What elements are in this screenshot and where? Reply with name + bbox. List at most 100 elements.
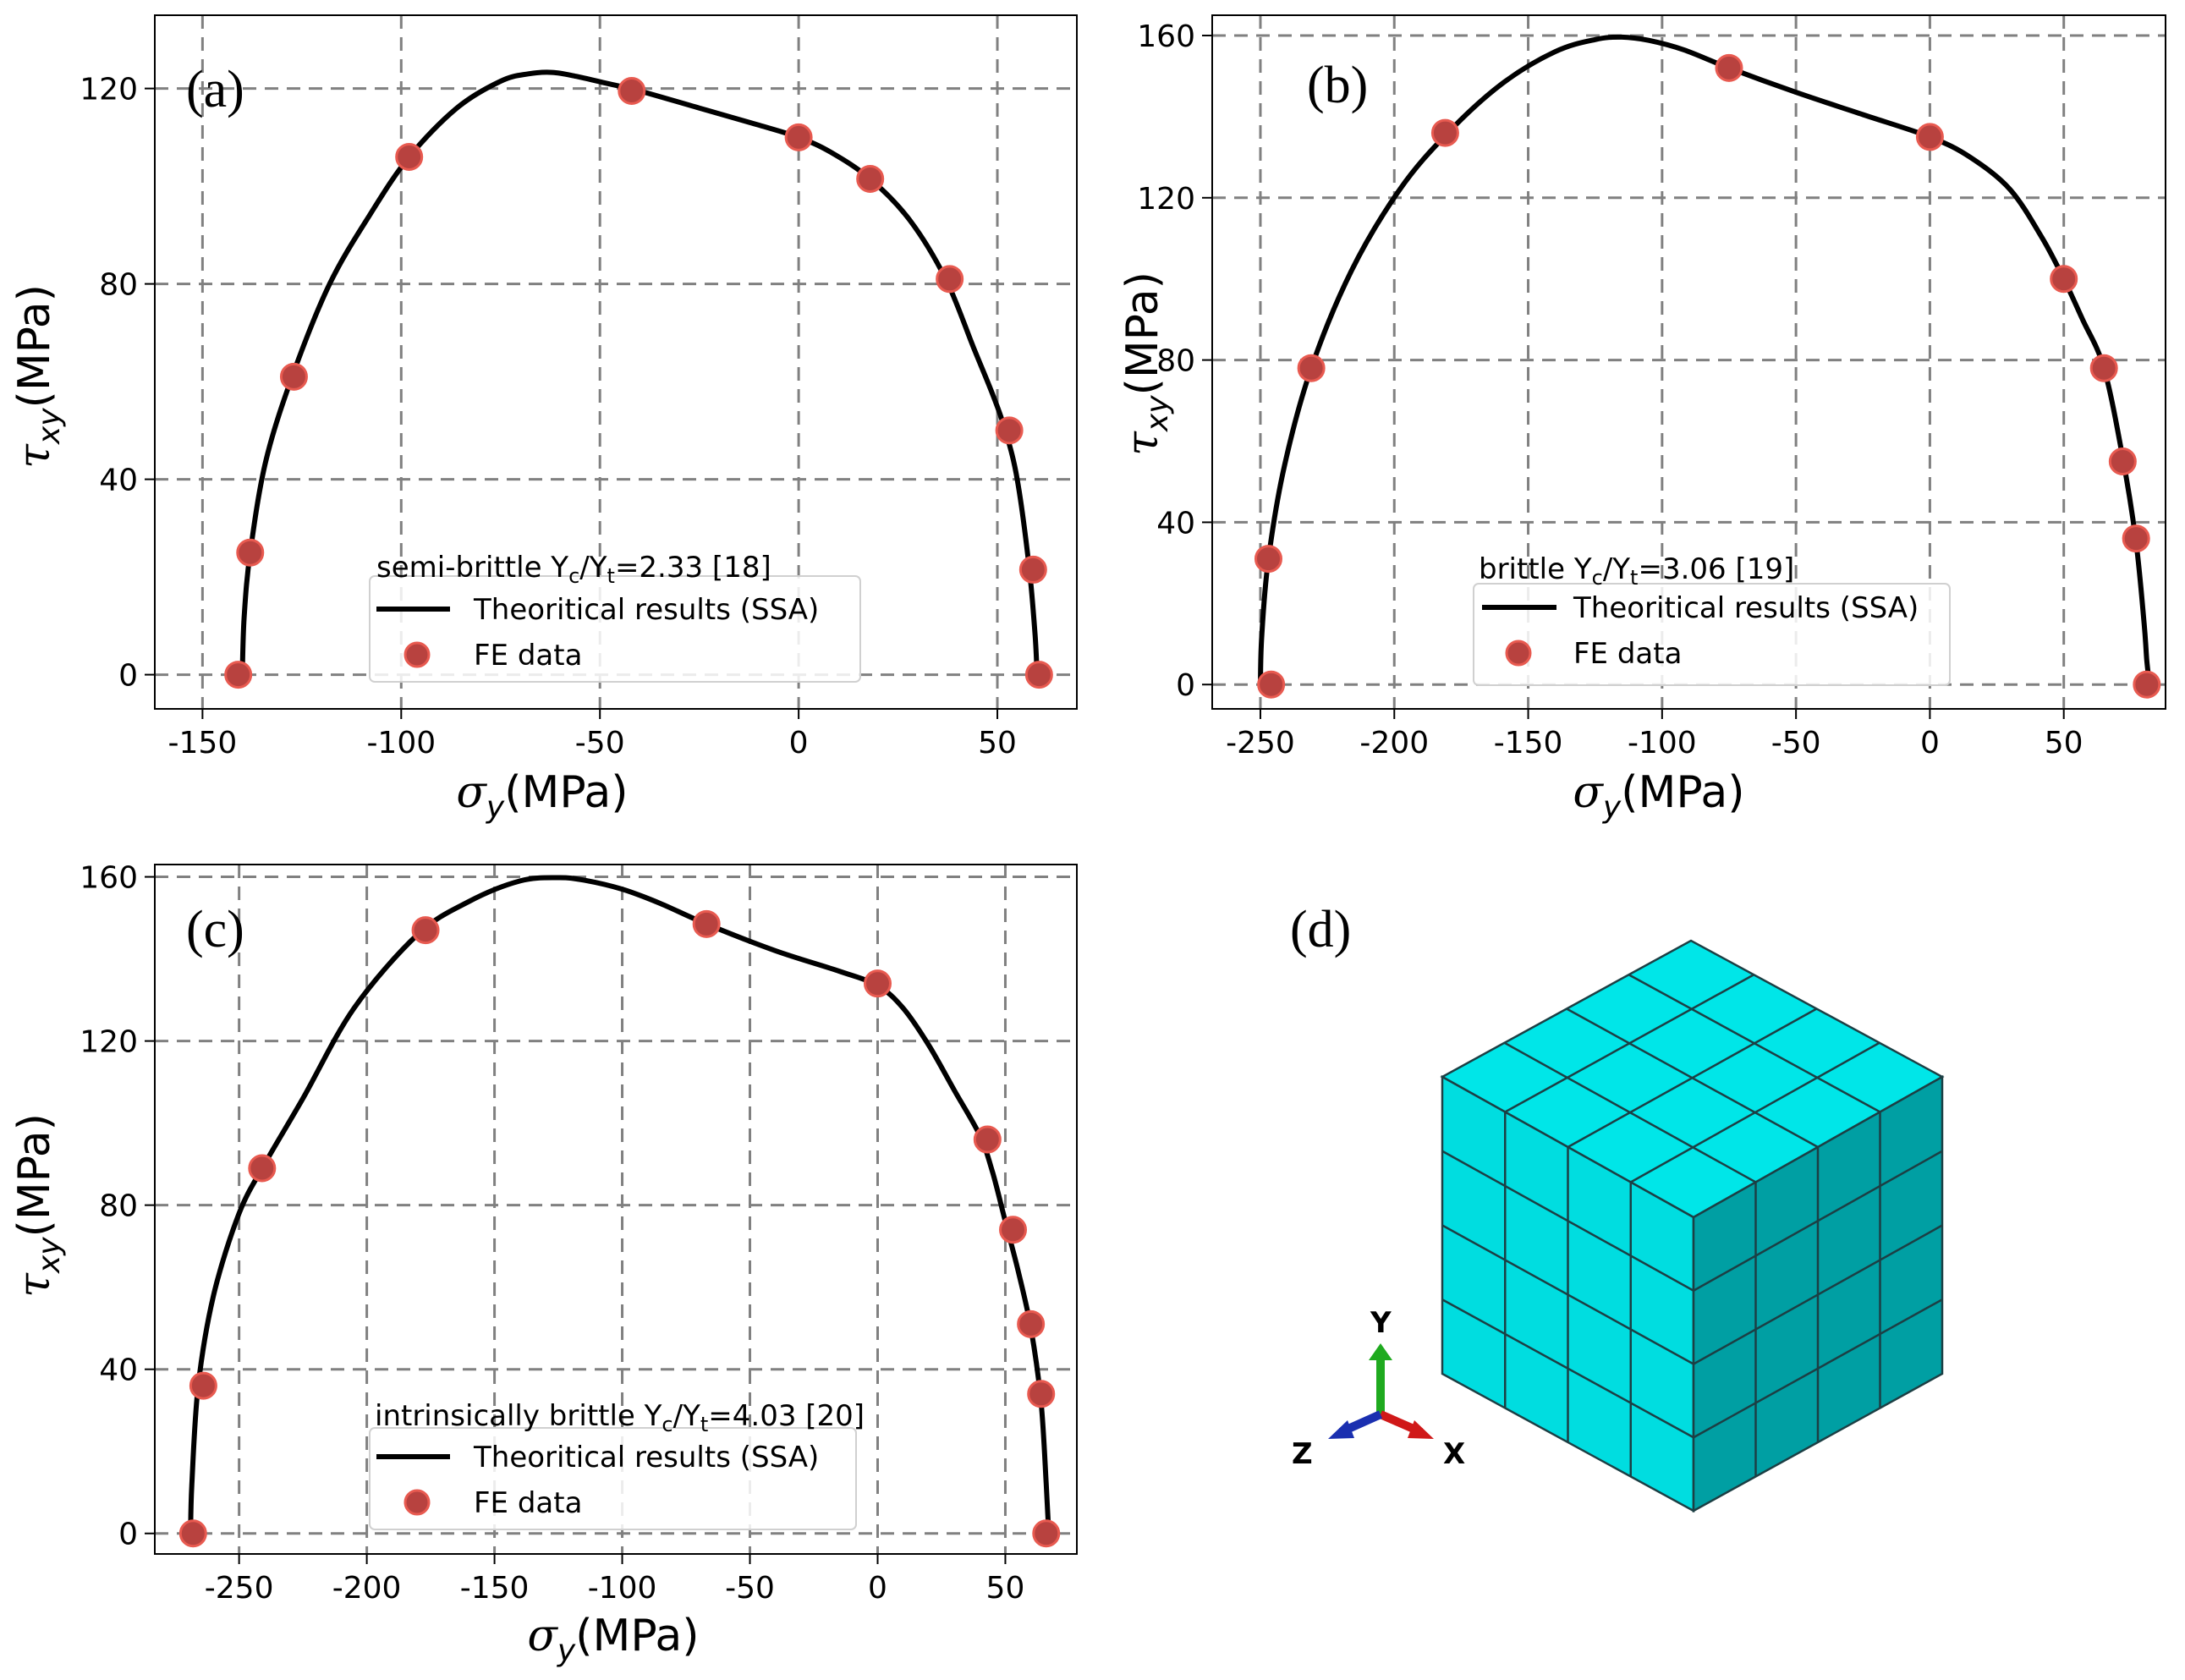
chart-b-fe-point bbox=[1430, 118, 1459, 147]
chart-a-xtick-label: -100 bbox=[366, 726, 436, 760]
chart-b-fe-point bbox=[1715, 53, 1743, 82]
chart-c-xlabel: σy(MPa) bbox=[527, 1611, 699, 1668]
chart-c-legend: intrinsically brittle Yc/Yt=4.03 [20] Th… bbox=[369, 1399, 865, 1530]
chart-a-panel-label: (a) bbox=[186, 61, 244, 118]
chart-b-ytick-label: 160 bbox=[1137, 19, 1195, 54]
cube-left-mesh-line bbox=[1441, 1298, 1694, 1439]
chart-c-ytick-label: 40 bbox=[99, 1353, 138, 1388]
chart-a-points bbox=[224, 77, 1053, 689]
chart-c-fe-point bbox=[999, 1216, 1028, 1244]
chart-c-fe-point bbox=[178, 1519, 207, 1548]
chart-b-fe-point bbox=[2089, 354, 2118, 382]
panel-d-label: (d) bbox=[1290, 901, 1351, 958]
cube-right-mesh-line bbox=[1693, 1298, 1943, 1439]
cube-left-mesh-line bbox=[1441, 1224, 1694, 1365]
mesh-cube bbox=[1440, 939, 1945, 1513]
chart-c-ytick-label: 120 bbox=[80, 1025, 138, 1060]
chart-a-xtick-label: 0 bbox=[789, 726, 809, 760]
chart-c-ytick-label: 80 bbox=[99, 1189, 138, 1224]
chart-c-xtick-label: -100 bbox=[588, 1571, 657, 1606]
chart-a-fe-point bbox=[236, 538, 265, 567]
chart-b-fe-point bbox=[2050, 265, 2078, 294]
chart-a-xtick-label: -50 bbox=[575, 726, 625, 760]
chart-a-ytick-label: 120 bbox=[80, 73, 138, 107]
chart-c-xtick-label: 0 bbox=[868, 1571, 887, 1606]
chart-b-ytick-label: 120 bbox=[1137, 182, 1195, 217]
chart-b-fe-point bbox=[2133, 670, 2161, 699]
chart-b: -250 -200 -150 -100 -50 0 50 0 40 80 120 160 (b) σ… bbox=[1117, 14, 2166, 825]
chart-a-frame bbox=[154, 14, 1078, 710]
chart-c-legend-title: intrinsically brittle Yc/Yt=4.03 [20] bbox=[375, 1399, 865, 1436]
chart-c-fe-point bbox=[1027, 1380, 1056, 1408]
triad-y-arrowhead bbox=[1369, 1343, 1392, 1360]
chart-c-xtick-label: -250 bbox=[205, 1571, 274, 1606]
chart-c-fe-point bbox=[411, 916, 440, 945]
chart-c-fe-point bbox=[863, 969, 892, 998]
chart-a-legend-title: semi-brittle Yc/Yt=2.33 [18] bbox=[376, 551, 771, 588]
chart-a-fe-point bbox=[1024, 661, 1053, 689]
chart-c-ylabel: τxy(MPa) bbox=[9, 1113, 67, 1298]
chart-c-frame bbox=[154, 864, 1078, 1555]
chart-a-ytick-label: 0 bbox=[118, 659, 138, 694]
chart-c: -250 -200 -150 -100 -50 0 50 0 40 80 120 160 (c) σ… bbox=[9, 861, 1078, 1668]
chart-b-xtick-label: -150 bbox=[1494, 726, 1563, 760]
chart-b-xlabel: σy(MPa) bbox=[1573, 767, 1744, 825]
chart-c-fe-point bbox=[692, 909, 721, 938]
chart-c-fe-point bbox=[248, 1154, 277, 1183]
chart-b-points bbox=[1254, 53, 2161, 699]
chart-c-legend-marker-label: FE data bbox=[474, 1486, 582, 1520]
triad-x-label: X bbox=[1443, 1437, 1465, 1471]
chart-b-fe-point bbox=[1915, 123, 1944, 151]
cube-top-mesh-line bbox=[1630, 1041, 1880, 1183]
chart-a-ytick-label: 80 bbox=[99, 268, 138, 303]
chart-b-panel-label: (b) bbox=[1307, 57, 1368, 114]
chart-a-legend-box bbox=[369, 575, 861, 683]
chart-b-legend-marker-label: FE data bbox=[1573, 637, 1682, 671]
chart-b-fe-point bbox=[1257, 670, 1286, 699]
chart-c-fe-point bbox=[189, 1371, 217, 1400]
chart-b-legend-box bbox=[1473, 583, 1951, 686]
chart-c-xtick-label: -150 bbox=[460, 1571, 530, 1606]
chart-a-fe-point bbox=[1018, 555, 1047, 584]
chart-c-ytick-label: 0 bbox=[118, 1518, 138, 1552]
chart-c-fe-point bbox=[973, 1125, 1002, 1154]
chart-c-panel-label: (c) bbox=[186, 901, 244, 958]
cube-top-mesh-line bbox=[1567, 1007, 1818, 1149]
chart-b-fe-point bbox=[2108, 447, 2137, 475]
chart-c-xtick-label: 50 bbox=[986, 1571, 1025, 1606]
chart-b-legend-title: brittle Yc/Yt=3.06 [19] bbox=[1479, 552, 1794, 590]
chart-a-legend: semi-brittle Yc/Yt=2.33 [18] Theoritical… bbox=[369, 551, 861, 683]
chart-c-legend-line-label: Theoritical results (SSA) bbox=[473, 1441, 819, 1474]
chart-a-xticks: -150 -100 -50 0 50 bbox=[168, 709, 1017, 760]
triad-z-label: Z bbox=[1292, 1437, 1313, 1471]
chart-b-fe-point bbox=[2122, 524, 2150, 553]
chart-a-xlabel: σy(MPa) bbox=[456, 767, 628, 825]
chart-c-xticks: -250 -200 -150 -100 -50 0 50 bbox=[205, 1554, 1025, 1606]
cube-right-mesh-line bbox=[1693, 1224, 1943, 1365]
chart-b-xtick-label: -200 bbox=[1359, 726, 1429, 760]
chart-b-legend-marker-swatch bbox=[1505, 640, 1532, 667]
chart-b-ytick-label: 0 bbox=[1176, 668, 1195, 703]
mesh-cube-edges bbox=[1441, 974, 1943, 1477]
chart-a-xtick-label: -150 bbox=[168, 726, 238, 760]
chart-c-xtick-label: -200 bbox=[332, 1571, 402, 1606]
chart-c-ytick-label: 160 bbox=[80, 861, 138, 896]
chart-b-ytick-label: 80 bbox=[1156, 344, 1195, 379]
chart-a-fe-point bbox=[995, 416, 1024, 445]
chart-b-ylabel: τxy(MPa) bbox=[1117, 272, 1175, 456]
chart-b-yticks: 0 40 80 120 160 bbox=[1137, 19, 1212, 703]
chart-a-legend-line-label: Theoritical results (SSA) bbox=[473, 593, 819, 627]
cube-top-mesh-line bbox=[1628, 974, 1881, 1113]
chart-a-ylabel: τxy(MPa) bbox=[9, 284, 67, 469]
chart-b-legend-line-label: Theoritical results (SSA) bbox=[1573, 591, 1919, 625]
chart-a: -150 -100 -50 0 50 0 40 80 120 (a) σy(MPa) τxy(… bbox=[9, 14, 1078, 825]
chart-b-xticks: -250 -200 -150 -100 -50 0 50 bbox=[1226, 709, 2083, 760]
chart-b-xtick-label: -50 bbox=[1771, 726, 1821, 760]
chart-a-fe-point bbox=[224, 661, 253, 689]
chart-a-fe-point bbox=[279, 362, 308, 391]
triad-y-label: Y bbox=[1370, 1306, 1392, 1340]
chart-b-fe-point bbox=[1297, 354, 1326, 382]
chart-c-fe-point bbox=[1017, 1309, 1046, 1338]
chart-a-fe-point bbox=[784, 123, 813, 151]
